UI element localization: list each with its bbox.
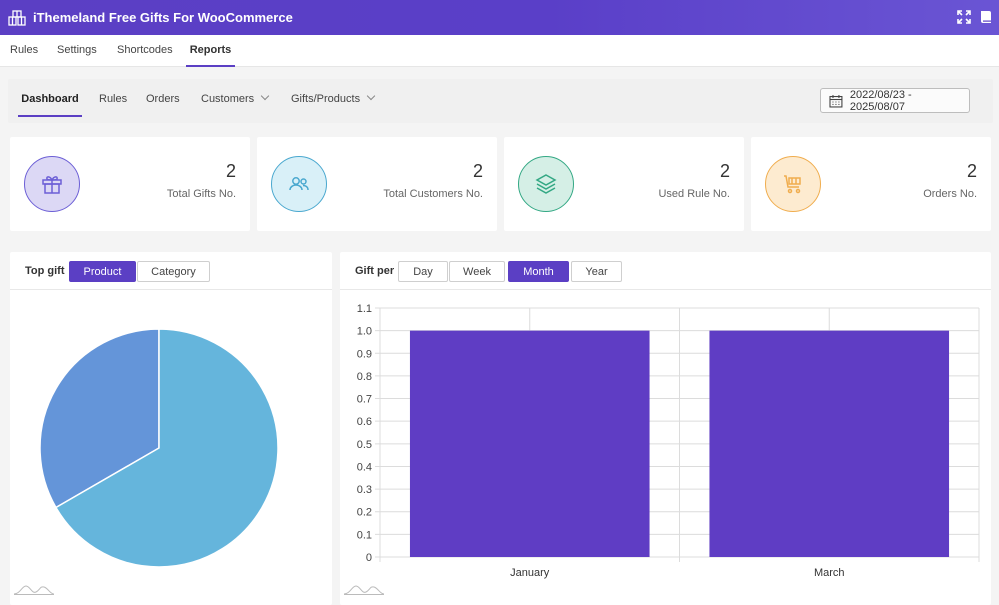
subnav-rules[interactable]: Rules xyxy=(99,93,128,105)
app-title: iThemeland Free Gifts For WooCommerce xyxy=(33,10,293,25)
pie-slice[interactable] xyxy=(39,328,160,509)
top-gift-label: Top gift xyxy=(25,265,65,277)
y-tick-label: 0.3 xyxy=(357,484,372,496)
app-header: iThemeland Free Gifts For WooCommerce xyxy=(0,0,999,35)
stat-label: Orders No. xyxy=(923,188,977,200)
stat-value: 2 xyxy=(472,161,483,181)
date-range-picker[interactable]: 2022/08/23 - 2025/08/07 xyxy=(820,88,970,113)
pie-slice[interactable] xyxy=(54,328,279,568)
gift-per-panel: Gift per Day Week Month Year 0 0.1 0.2 0.3 0… xyxy=(340,252,991,605)
tab-settings[interactable]: Settings xyxy=(57,44,97,56)
toggle-product[interactable]: Product xyxy=(69,261,136,282)
stat-value: 2 xyxy=(225,161,236,181)
stat-icon-circle xyxy=(271,156,327,212)
gift-per-label: Gift per xyxy=(355,265,395,277)
stat-card-total-customers: 2 Total Customers No. xyxy=(257,137,497,231)
stat-label: Total Customers No. xyxy=(383,188,483,200)
top-gift-panel: Top gift Product Category xyxy=(10,252,332,605)
stat-icon-circle xyxy=(518,156,574,212)
toggle-month[interactable]: Month xyxy=(508,261,569,282)
y-tick-label: 1.1 xyxy=(357,303,372,315)
cart-icon xyxy=(784,175,801,194)
subnav-customers-label: Customers xyxy=(201,93,255,105)
main-nav: Rules Settings Shortcodes Reports xyxy=(0,35,999,67)
x-tick-label: March xyxy=(814,567,845,579)
book-icon[interactable] xyxy=(979,10,993,24)
toggle-week[interactable]: Week xyxy=(449,261,505,282)
y-tick-label: 0.2 xyxy=(357,507,372,519)
gift-icon xyxy=(42,176,62,194)
gift-per-bar-chart: 0 0.1 0.2 0.3 0.4 0.5 0.6 0.7 0.8 0.9 1.0 1.1 Januar… xyxy=(357,303,980,579)
tab-reports[interactable]: Reports xyxy=(186,35,235,67)
toggle-year[interactable]: Year xyxy=(571,261,622,282)
stat-card-used-rules: 2 Used Rule No. xyxy=(504,137,744,231)
top-gift-pie-chart xyxy=(39,328,279,568)
y-tick-label: 0.9 xyxy=(357,348,372,360)
bar[interactable] xyxy=(409,330,650,557)
stat-icon-circle xyxy=(24,156,80,212)
y-tick-label: 0.1 xyxy=(357,529,372,541)
top-gift-header: Top gift Product Category xyxy=(10,252,332,290)
stat-value: 2 xyxy=(966,161,977,181)
stat-card-orders: 2 Orders No. xyxy=(751,137,991,231)
layers-icon xyxy=(535,174,557,194)
bar[interactable] xyxy=(709,330,950,557)
stat-icon-circle xyxy=(765,156,821,212)
y-tick-label: 0.5 xyxy=(357,439,372,451)
y-tick-label: 0 xyxy=(366,552,372,564)
subnav-gifts-products[interactable]: Gifts/Products xyxy=(291,79,376,117)
calendar-icon xyxy=(829,94,843,108)
stat-value: 2 xyxy=(719,161,730,181)
tab-shortcodes[interactable]: Shortcodes xyxy=(117,44,173,56)
users-icon xyxy=(289,177,309,191)
stat-card-total-gifts: 2 Total Gifts No. xyxy=(10,137,250,231)
subnav-dashboard[interactable]: Dashboard xyxy=(18,79,82,117)
y-tick-label: 0.4 xyxy=(357,461,372,473)
chart-wave-icon xyxy=(344,585,384,595)
date-range-value: 2022/08/23 - 2025/08/07 xyxy=(849,88,912,113)
y-tick-label: 1.0 xyxy=(357,326,372,338)
tab-rules[interactable]: Rules xyxy=(10,44,39,56)
y-tick-label: 0.8 xyxy=(357,371,372,383)
stat-label: Total Gifts No. xyxy=(166,188,236,200)
y-tick-label: 0.7 xyxy=(357,394,372,406)
subnav-customers[interactable]: Customers xyxy=(201,79,270,117)
fullscreen-icon[interactable] xyxy=(957,10,971,24)
toggle-category[interactable]: Category xyxy=(137,261,210,282)
subnav-gifts-products-label: Gifts/Products xyxy=(291,93,361,105)
chevron-down-icon xyxy=(366,91,376,101)
toggle-day[interactable]: Day xyxy=(398,261,448,282)
x-tick-label: January xyxy=(510,567,550,579)
stat-label: Used Rule No. xyxy=(658,188,730,200)
chevron-down-icon xyxy=(260,91,270,101)
gift-per-header: Gift per Day Week Month Year xyxy=(340,252,991,290)
gift-boxes-logo-icon xyxy=(8,9,26,26)
y-tick-label: 0.6 xyxy=(357,416,372,428)
chart-wave-icon xyxy=(14,585,54,595)
subnav-orders[interactable]: Orders xyxy=(146,93,180,105)
